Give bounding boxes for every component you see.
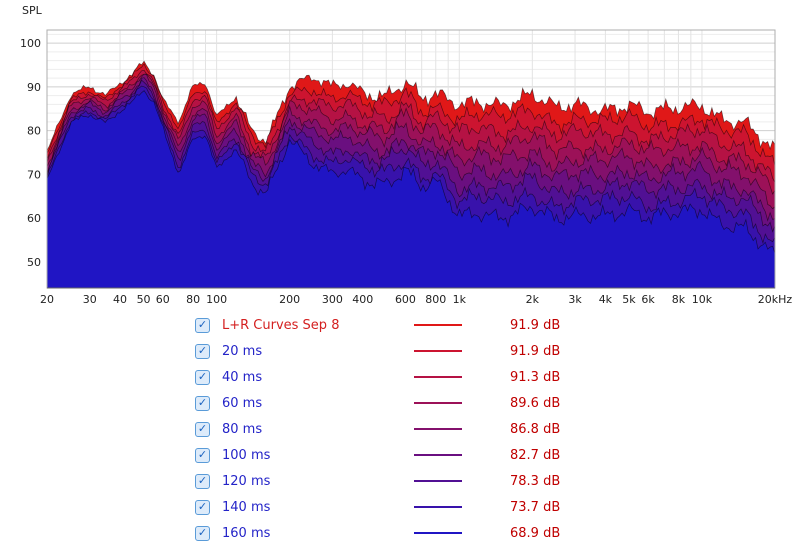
legend-label: 140 ms	[222, 499, 271, 515]
legend-label: 40 ms	[222, 369, 263, 385]
legend-checkbox[interactable]: ✓	[195, 421, 210, 437]
x-tick-label: 200	[279, 293, 300, 306]
legend-value: 91.3 dB	[510, 369, 561, 385]
legend: ✓ L+R Curves Sep 8 91.9 dB ✓ 20 ms 91.9 dB ✓ 40…	[0, 312, 800, 546]
x-tick-label: 4k	[599, 293, 613, 306]
decay-outline-0	[47, 60, 775, 151]
legend-row: ✓ 20 ms 91.9 dB	[0, 338, 800, 364]
decay-outline-5	[47, 77, 775, 222]
decay-curves	[47, 60, 775, 288]
legend-line-sample	[414, 506, 462, 508]
x-tick-label: 800	[425, 293, 446, 306]
x-tick-label: 30	[83, 293, 97, 306]
y-tick-label: 100	[20, 37, 41, 50]
legend-row: ✓ 120 ms 78.3 dB	[0, 468, 800, 494]
legend-value: 91.9 dB	[510, 343, 561, 359]
decay-outline-4	[47, 73, 775, 210]
decay-outline-7	[47, 85, 775, 244]
decay-outline-2	[47, 69, 775, 183]
legend-line-sample	[414, 428, 462, 430]
x-tick-label: 20	[40, 293, 54, 306]
legend-value: 73.7 dB	[510, 499, 561, 515]
legend-label: 160 ms	[222, 525, 271, 541]
legend-line-sample	[414, 350, 462, 352]
legend-label: 60 ms	[222, 395, 263, 411]
decay-outline-6	[47, 79, 775, 233]
x-tick-label: 80	[186, 293, 200, 306]
legend-checkbox[interactable]: ✓	[195, 343, 210, 359]
legend-checkbox[interactable]: ✓	[195, 525, 210, 541]
y-tick-label: 80	[27, 125, 41, 138]
legend-label: 100 ms	[222, 447, 271, 463]
legend-row: ✓ 80 ms 86.8 dB	[0, 416, 800, 442]
decay-outline-8	[47, 90, 775, 254]
spl-frequency-chart: 50 60 70 80 90 100 20 30 40 50 60 80 100 200 300 400 600…	[20, 29, 793, 306]
x-tick-label: 100	[206, 293, 227, 306]
legend-value: 86.8 dB	[510, 421, 561, 437]
x-tick-label: 8k	[672, 293, 686, 306]
x-tick-label: 60	[156, 293, 170, 306]
legend-checkbox[interactable]: ✓	[195, 317, 210, 333]
x-tick-label: 20kHz	[758, 293, 793, 306]
legend-checkbox[interactable]: ✓	[195, 447, 210, 463]
legend-line-sample	[414, 532, 462, 534]
legend-checkbox[interactable]: ✓	[195, 499, 210, 515]
legend-row: ✓ 60 ms 89.6 dB	[0, 390, 800, 416]
decay-outline-3	[47, 73, 775, 195]
y-tick-label: 60	[27, 212, 41, 225]
x-tick-label: 6k	[641, 293, 655, 306]
x-tick-label: 600	[395, 293, 416, 306]
legend-line-sample	[414, 324, 462, 326]
legend-line-sample	[414, 402, 462, 404]
legend-value: 91.9 dB	[510, 317, 561, 333]
legend-value: 89.6 dB	[510, 395, 561, 411]
x-tick-label: 400	[352, 293, 373, 306]
legend-row: ✓ L+R Curves Sep 8 91.9 dB	[0, 312, 800, 338]
x-tick-label: 1k	[453, 293, 467, 306]
x-tick-label: 40	[113, 293, 127, 306]
legend-label: 20 ms	[222, 343, 263, 359]
legend-value: 78.3 dB	[510, 473, 561, 489]
decay-outline-1	[47, 63, 775, 167]
y-tick-label: 70	[27, 168, 41, 181]
legend-line-sample	[414, 454, 462, 456]
legend-row: ✓ 100 ms 82.7 dB	[0, 442, 800, 468]
x-tick-label: 50	[137, 293, 151, 306]
legend-checkbox[interactable]: ✓	[195, 369, 210, 385]
legend-row: ✓ 140 ms 73.7 dB	[0, 494, 800, 520]
y-axis-title: SPL	[22, 4, 42, 17]
legend-line-sample	[414, 376, 462, 378]
legend-value: 82.7 dB	[510, 447, 561, 463]
legend-checkbox[interactable]: ✓	[195, 395, 210, 411]
legend-value: 68.9 dB	[510, 525, 561, 541]
legend-label: L+R Curves Sep 8	[222, 317, 340, 333]
legend-row: ✓ 40 ms 91.3 dB	[0, 364, 800, 390]
legend-row: ✓ 160 ms 68.9 dB	[0, 520, 800, 546]
y-tick-label: 90	[27, 81, 41, 94]
decay-area-8	[47, 90, 775, 288]
x-tick-label: 10k	[692, 293, 713, 306]
legend-checkbox[interactable]: ✓	[195, 473, 210, 489]
legend-label: 80 ms	[222, 421, 263, 437]
x-tick-label: 2k	[526, 293, 540, 306]
x-tick-label: 300	[322, 293, 343, 306]
x-tick-label: 3k	[568, 293, 582, 306]
legend-label: 120 ms	[222, 473, 271, 489]
x-tick-label: 5k	[622, 293, 636, 306]
y-tick-label: 50	[27, 256, 41, 269]
legend-line-sample	[414, 480, 462, 482]
